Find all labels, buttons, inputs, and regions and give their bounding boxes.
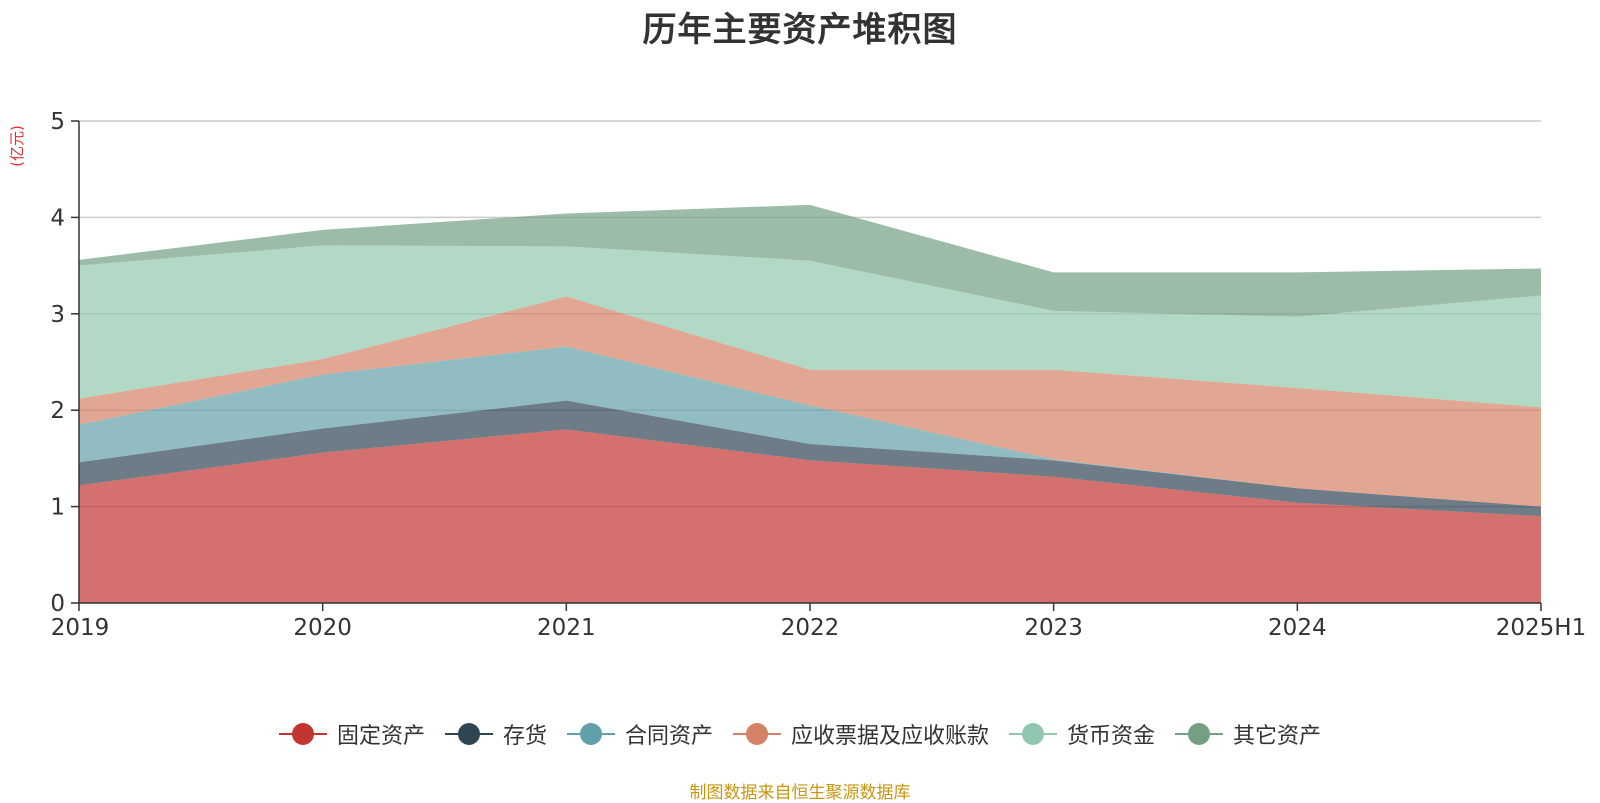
y-tick-label-5: 5 [50,109,65,135]
legend-marker-4 [1009,722,1058,746]
x-tick-label-0: 2019 [51,615,110,641]
legend-item-5[interactable]: 其它资产 [1175,718,1321,750]
legend-marker-3 [733,722,781,746]
y-tick-label-0: 0 [50,591,65,617]
legend-marker-1 [444,722,493,746]
y-tick-label-2: 2 [50,398,65,424]
x-tick-label-2: 2021 [537,615,596,641]
legend-item-3[interactable]: 应收票据及应收账款 [733,718,989,750]
y-tick-label-3: 3 [50,302,65,328]
legend-label-1: 存货 [502,724,547,749]
area-series-1[interactable] [79,400,1541,517]
x-tick-label-3: 2022 [781,615,840,641]
x-tick-label-4: 2023 [1024,615,1083,641]
legend-item-4[interactable]: 货币资金 [1009,718,1155,750]
legend-item-0[interactable]: 固定资产 [278,718,425,750]
area-series-2[interactable] [79,346,1541,507]
y-tick-label-4: 4 [50,205,65,231]
legend-marker-0 [278,722,327,746]
y-tick-label-1: 1 [50,495,65,521]
legend-label-4: 货币资金 [1067,724,1156,749]
area-series-5[interactable] [79,204,1541,317]
stacked-areas [79,204,1541,603]
legend-item-1[interactable]: 存货 [444,718,547,750]
legend-label-3: 应收票据及应收账款 [791,724,990,749]
area-series-4[interactable] [79,245,1541,408]
legend-marker-2 [566,722,615,746]
area-series-3[interactable] [79,296,1541,507]
legend-label-2: 合同资产 [624,724,713,749]
legend: 固定资产 存货 合同资产 应收票据及应收账款 货币资金 其它资产 [0,718,1600,750]
chart-title: 历年主要资产堆积图 [642,10,958,50]
x-tick-label-1: 2020 [293,615,352,641]
legend-label-0: 固定资产 [336,724,425,749]
axes: 0 1 2 3 4 5 2019 2020 2021 2022 2023 2024 2025H1 [50,109,1586,641]
legend-item-2[interactable]: 合同资产 [566,718,713,750]
legend-marker-5 [1175,722,1224,746]
y-axis-unit-label: (亿元) [8,125,26,167]
area-series-0[interactable] [79,429,1541,603]
x-tick-label-5: 2024 [1268,615,1327,641]
source-note: 制图数据来自恒生聚源数据库 [689,783,911,803]
legend-label-5: 其它资产 [1233,724,1322,749]
x-tick-label-6: 2025H1 [1496,615,1586,641]
